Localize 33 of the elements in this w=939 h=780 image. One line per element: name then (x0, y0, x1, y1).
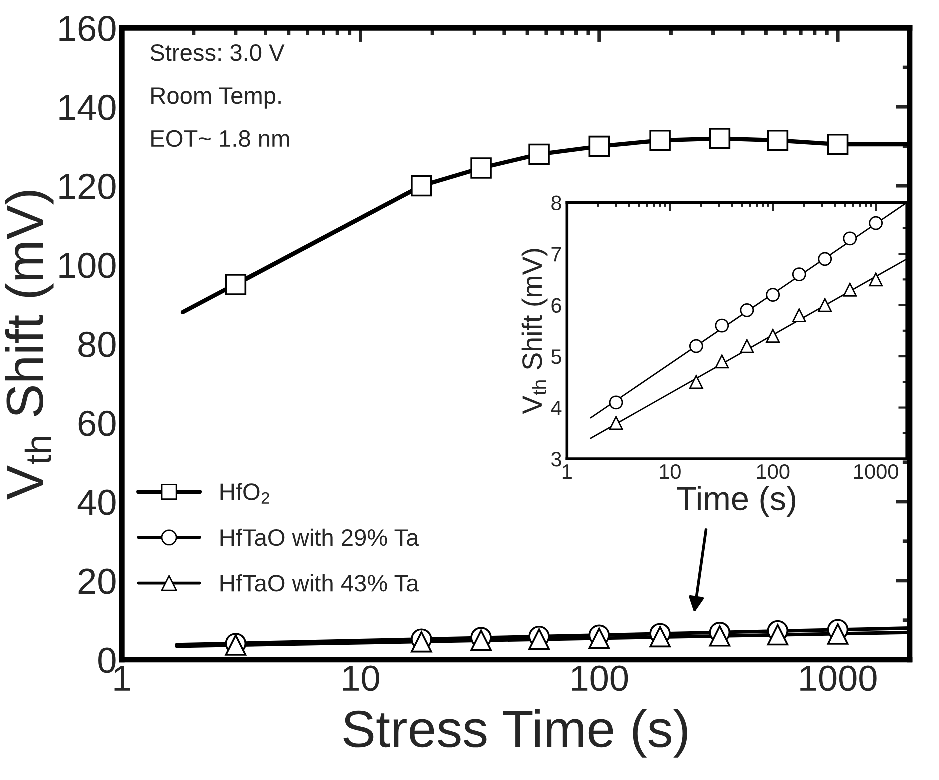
x-tick-label: 100 (572, 666, 628, 692)
x-tick-label: 1 (114, 666, 130, 691)
x-tick-label: 10 (660, 464, 681, 480)
x-tick-label: 10 (343, 666, 380, 692)
annotation: Stress: 3.0 V (150, 44, 285, 62)
y-tick-label: 3 (552, 452, 562, 467)
legend-label: HfTaO with 43% Ta (220, 574, 420, 592)
y-tick-label: 40 (78, 490, 116, 516)
y-tick-label: 5 (552, 350, 562, 364)
y-tick-label: 0 (98, 648, 116, 674)
y-tick-label: 8 (552, 196, 562, 211)
legend-label: HfTaO with 29% Ta (220, 528, 420, 546)
x-tick-label: 1 (562, 464, 572, 479)
y-tick-label: 120 (60, 174, 116, 200)
y-tick-label: 100 (60, 252, 116, 278)
y-axis-title: V$_{th}$ Shift (mV) (522, 249, 548, 414)
y-tick-label: 20 (78, 568, 116, 594)
x-tick-label: 1000 (854, 464, 898, 480)
y-axis-title: V$_{th}$ Shift (mV) (5, 191, 54, 500)
y-tick-label: 4 (551, 401, 562, 416)
annotation: EOT~ 1.8 nm (152, 130, 290, 148)
x-axis-title: Time (s) (677, 486, 796, 518)
y-tick-label: 6 (552, 298, 562, 314)
y-tick-label: 140 (60, 94, 116, 120)
legend-label: HfO$_{2}$ (220, 483, 270, 504)
y-tick-label: 80 (78, 332, 116, 358)
annotation: Room Temp. (152, 88, 281, 109)
y-tick-label: 60 (78, 410, 116, 436)
y-tick-label: 160 (60, 16, 116, 42)
x-axis-title: Stress Time (s) (344, 710, 688, 758)
x-tick-label: 1000 (800, 666, 877, 692)
y-tick-label: 7 (552, 247, 562, 262)
x-tick-label: 100 (757, 464, 790, 480)
